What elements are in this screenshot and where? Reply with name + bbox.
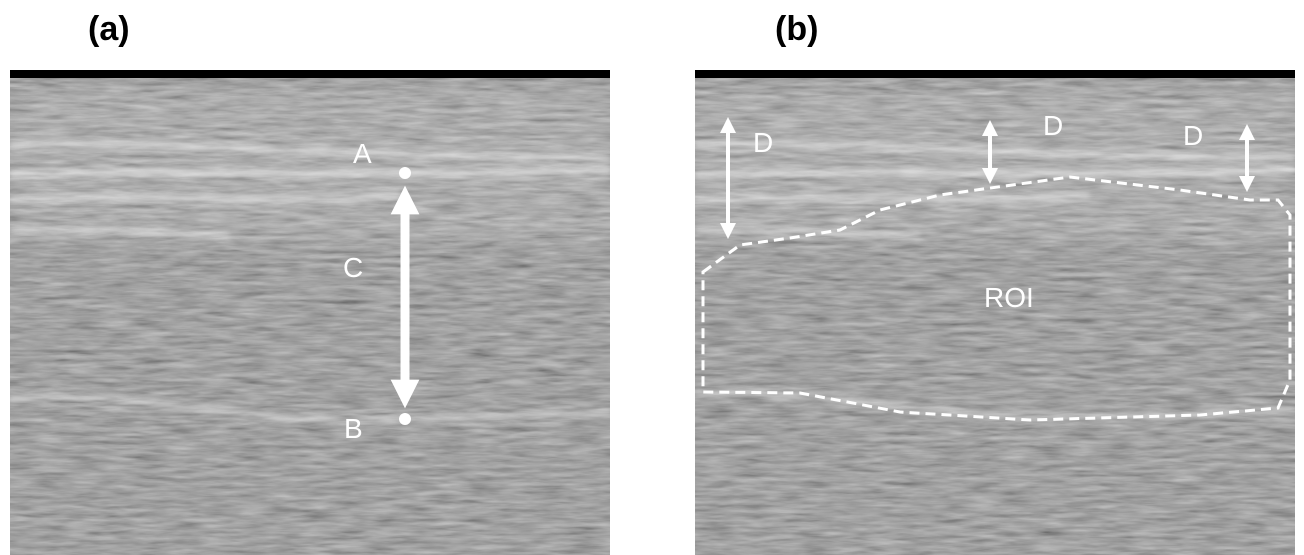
roi-outline — [701, 175, 1292, 422]
panel-label: (b) — [775, 10, 818, 48]
point-marker — [399, 167, 411, 179]
annotations: D D D ROI — [701, 110, 1292, 422]
panel-label: (a) — [88, 10, 130, 48]
annotation-label: D — [753, 127, 773, 158]
annotation-label: D — [1043, 110, 1063, 141]
annotation-label: B — [344, 413, 363, 444]
annotation-label: A — [353, 138, 372, 169]
annotations: A C B — [343, 138, 420, 444]
annotation-label: D — [1183, 120, 1203, 151]
ultrasound-image — [10, 70, 610, 555]
roi-label: ROI — [984, 282, 1034, 313]
annotation-label: C — [343, 252, 363, 283]
point-marker — [399, 413, 411, 425]
